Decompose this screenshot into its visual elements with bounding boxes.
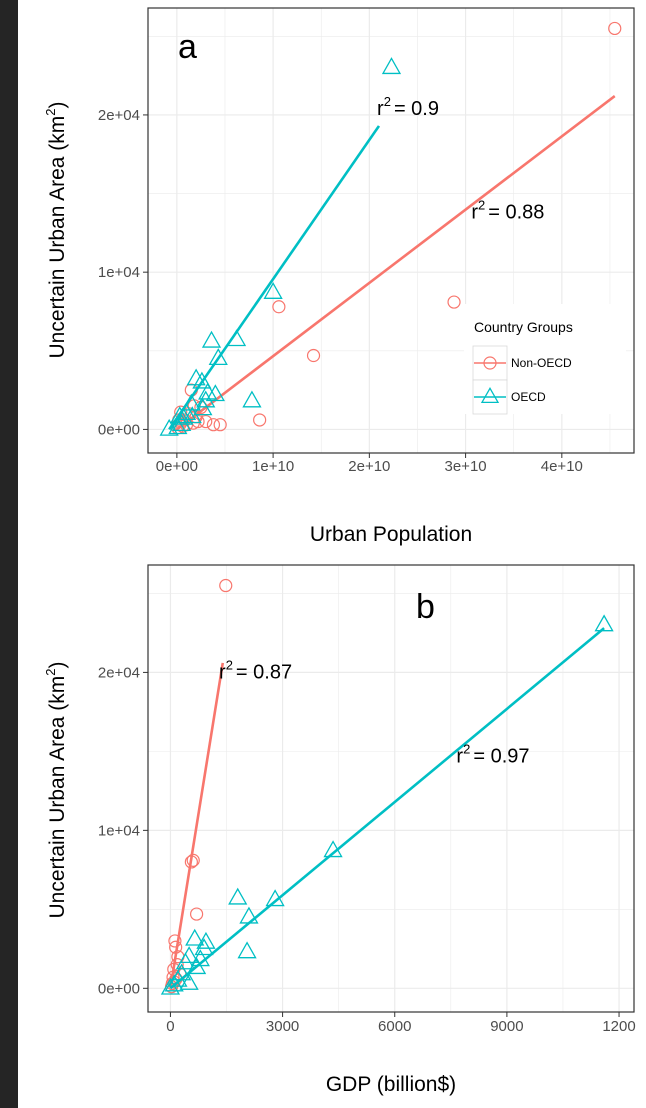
data-point-circle bbox=[306, 348, 321, 363]
x-tick-label: 3000 bbox=[266, 1018, 299, 1035]
chart-panel-a: 0e+00 1e+10 2e+10 3e+10 4e+10 0e+00 1e+04 2e+04… bbox=[43, 7, 635, 546]
legend-entry-label: OECD bbox=[511, 390, 546, 404]
legend-entry-label: Non-OECD bbox=[511, 356, 572, 370]
series-oecd bbox=[159, 57, 402, 436]
data-point-triangle bbox=[159, 418, 179, 436]
y-tick-label: 0e+00 bbox=[98, 980, 140, 997]
data-point-triangle bbox=[208, 348, 228, 365]
regression-line-non-oecd bbox=[169, 662, 225, 989]
y-tick-label: 2e+04 bbox=[98, 107, 140, 124]
data-point-triangle bbox=[196, 931, 216, 949]
data-point-triangle bbox=[190, 949, 210, 967]
data-point-triangle bbox=[186, 368, 206, 386]
data-point-circle bbox=[272, 300, 286, 314]
x-axis-title: Urban Population bbox=[310, 523, 472, 546]
data-point-circle bbox=[447, 295, 461, 309]
data-point-triangle bbox=[205, 384, 225, 402]
y-tick-label: 2e+04 bbox=[98, 664, 140, 681]
x-tick-label: 0e+00 bbox=[156, 458, 198, 475]
data-point-circle bbox=[608, 21, 622, 36]
legend-title: Country Groups bbox=[474, 319, 573, 335]
data-point-triangle bbox=[201, 330, 222, 348]
y-tick-label: 1e+04 bbox=[98, 822, 140, 839]
data-point-circle bbox=[219, 578, 233, 593]
legend-triangle-marker bbox=[480, 386, 500, 403]
data-point-triangle bbox=[179, 972, 199, 990]
gridlines bbox=[148, 565, 634, 1012]
r-squared-annotation: r2 = 0.87 bbox=[219, 658, 292, 684]
data-point-triangle bbox=[175, 952, 196, 970]
data-point-circle bbox=[253, 413, 267, 427]
data-point-triangle bbox=[194, 938, 214, 956]
data-layer bbox=[160, 578, 614, 995]
x-tick-label: 1e+10 bbox=[252, 458, 294, 475]
panel-letter: b bbox=[416, 588, 435, 626]
data-point-triangle bbox=[196, 390, 216, 408]
r-squared-annotation: r2 = 0.88 bbox=[471, 198, 544, 224]
data-point-triangle bbox=[185, 928, 205, 946]
regression-line-oecd bbox=[169, 627, 605, 990]
series-oecd bbox=[160, 614, 614, 995]
legend-circle-marker bbox=[483, 356, 497, 370]
regression-line-non-oecd bbox=[176, 95, 616, 431]
data-point-triangle bbox=[381, 57, 402, 75]
data-point-circle bbox=[206, 418, 221, 432]
x-tick-label: 0 bbox=[166, 1018, 174, 1035]
data-point-triangle bbox=[263, 282, 283, 299]
x-tick-label: 3e+10 bbox=[445, 458, 487, 475]
data-point-circle bbox=[168, 934, 182, 948]
panel-border bbox=[147, 564, 635, 1013]
y-axis-title: Uncertain Urban Area (km2) bbox=[43, 102, 69, 359]
data-point-triangle bbox=[193, 398, 213, 416]
plot-background bbox=[148, 565, 634, 1012]
y-tick-label: 1e+04 bbox=[98, 264, 140, 281]
r-squared-annotation: r2 = 0.97 bbox=[456, 741, 529, 767]
data-point-triangle bbox=[228, 887, 248, 905]
x-tick-label: 2e+10 bbox=[348, 458, 390, 475]
data-point-triangle bbox=[168, 417, 188, 435]
data-point-circle bbox=[213, 418, 227, 432]
left-edge-strip bbox=[0, 0, 18, 1108]
data-point-triangle bbox=[192, 371, 212, 389]
data-point-triangle bbox=[594, 614, 614, 632]
panel-border bbox=[147, 7, 635, 454]
r-squared-annotation: r2 = 0.9 bbox=[377, 94, 439, 120]
regression-line-oecd bbox=[168, 125, 381, 431]
chart-panel-b: 0 3000 6000 9000 1200 0e+00 1e+04 2e+04 GDP (bil… bbox=[43, 564, 636, 1096]
legend: Country Groups Non-OECD OECD bbox=[464, 304, 626, 415]
panel-letter: a bbox=[178, 28, 197, 66]
x-tick-label: 6000 bbox=[378, 1018, 411, 1035]
data-point-circle bbox=[191, 414, 205, 429]
data-point-triangle bbox=[237, 941, 257, 959]
x-tick-label: 4e+10 bbox=[541, 458, 583, 475]
data-layer bbox=[159, 21, 622, 436]
data-point-triangle bbox=[242, 390, 262, 408]
data-point-circle bbox=[190, 907, 204, 921]
x-tick-label: 9000 bbox=[490, 1018, 523, 1035]
x-axis-title: GDP (billion$) bbox=[326, 1073, 456, 1096]
y-axis-title: Uncertain Urban Area (km2) bbox=[43, 662, 69, 919]
x-tick-label: 1200 bbox=[602, 1018, 635, 1035]
data-point-circle bbox=[170, 958, 184, 972]
data-point-triangle bbox=[160, 977, 181, 995]
y-tick-label: 0e+00 bbox=[98, 421, 140, 438]
